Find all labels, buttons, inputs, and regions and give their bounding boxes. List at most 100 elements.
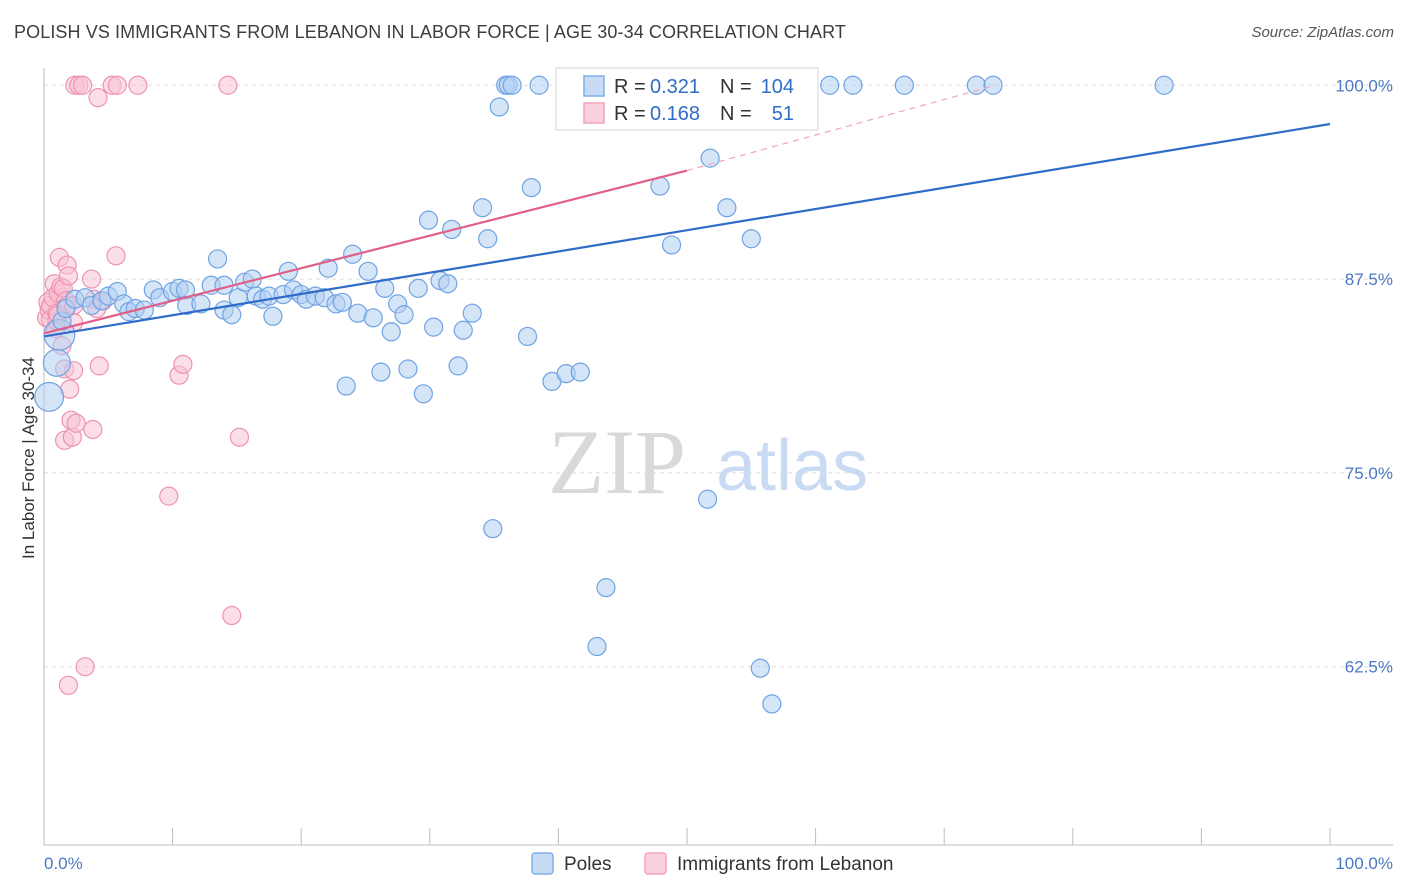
- pole-point: [208, 249, 228, 269]
- pole-point: [453, 320, 473, 340]
- pole-point: [363, 308, 383, 328]
- lebanon-point: [222, 605, 242, 626]
- pole-point: [438, 274, 458, 294]
- lebanon-point: [58, 266, 79, 286]
- legend-swatch-lebanon: [583, 102, 605, 124]
- pole-point: [408, 278, 428, 298]
- pole-point: [448, 356, 468, 376]
- lebanon-point: [72, 75, 93, 95]
- pole-point: [983, 75, 1003, 95]
- legend-n-label-lebanon: N =: [720, 103, 752, 125]
- watermark-atlas: atlas: [716, 426, 868, 506]
- pole-point: [222, 305, 242, 325]
- y-tick-labels: 62.5% 75.0% 87.5% 100.0%: [1335, 76, 1393, 676]
- y-tick-label: 75.0%: [1345, 464, 1393, 483]
- pole-point: [700, 148, 720, 168]
- pole-point: [318, 258, 338, 278]
- pole-point: [587, 636, 607, 657]
- pole-point: [843, 75, 863, 95]
- watermark-zip: ZIP: [548, 411, 686, 513]
- lebanon-point: [106, 246, 126, 266]
- pole-point: [570, 362, 590, 382]
- lebanon-point: [81, 269, 102, 289]
- pole-point: [750, 658, 770, 678]
- pole-point: [489, 97, 509, 117]
- pole-point: [42, 348, 71, 377]
- legend-r-label-poles: R =: [614, 76, 646, 98]
- pole-point: [1154, 75, 1174, 95]
- pole-point: [34, 381, 65, 412]
- series-lebanon-points: [36, 75, 250, 695]
- pole-point: [820, 75, 840, 95]
- lebanon-point: [83, 419, 103, 440]
- pole-point: [529, 75, 549, 95]
- lebanon-point: [159, 486, 179, 506]
- legend-r-value-lebanon: 0.168: [650, 103, 700, 125]
- legend-swatch-poles: [583, 75, 605, 97]
- series-legend: Poles Immigrants from Lebanon: [531, 852, 894, 875]
- pole-point: [413, 384, 433, 404]
- legend-n-value-lebanon: 51: [772, 103, 794, 125]
- y-tick-label: 62.5%: [1345, 658, 1393, 677]
- x-tick-label-min: 0.0%: [44, 854, 83, 873]
- pole-point: [191, 294, 211, 314]
- lebanon-point: [173, 354, 193, 374]
- pole-point: [762, 694, 782, 714]
- pole-point: [697, 489, 718, 509]
- pole-point: [478, 229, 498, 249]
- lebanon-point: [66, 413, 86, 433]
- pole-point: [717, 198, 737, 218]
- pole-point: [398, 359, 418, 379]
- pole-point: [424, 317, 444, 337]
- pole-point: [462, 303, 482, 323]
- pole-point: [472, 198, 493, 218]
- y-axis-label: In Labor Force | Age 30-34: [19, 357, 38, 559]
- legend-n-value-poles: 104: [761, 76, 794, 98]
- legend-r-label-lebanon: R =: [614, 103, 646, 125]
- lebanon-point: [107, 75, 127, 95]
- lebanon-point: [128, 75, 148, 95]
- lebanon-point: [58, 675, 79, 695]
- legend-r-value-poles: 0.321: [650, 76, 700, 98]
- pole-point: [894, 75, 914, 95]
- bottom-legend-swatch-poles: [531, 852, 554, 875]
- pole-point: [521, 177, 541, 198]
- trend-lines: [43, 84, 1331, 338]
- lebanon-point: [75, 657, 95, 677]
- pole-point: [517, 326, 538, 347]
- pole-point: [336, 376, 356, 396]
- pole-point: [596, 578, 616, 598]
- stats-legend: R = 0.321 N = 104 R = 0.168 N = 51: [555, 67, 819, 131]
- lebanon-point: [229, 427, 250, 447]
- pole-point: [661, 235, 682, 255]
- bottom-legend-swatch-lebanon: [644, 852, 667, 875]
- chart-title: POLISH VS IMMIGRANTS FROM LEBANON IN LAB…: [14, 22, 846, 42]
- trend-line-poles: [43, 122, 1331, 338]
- bottom-legend-label-lebanon: Immigrants from Lebanon: [677, 854, 894, 875]
- pole-point: [483, 519, 503, 539]
- grid: [44, 84, 1393, 668]
- trend-line-lebanon: [43, 169, 688, 335]
- lebanon-point: [88, 88, 108, 108]
- pole-point: [966, 75, 986, 95]
- pole-point: [502, 75, 522, 95]
- legend-n-label-poles: N =: [720, 76, 752, 98]
- pole-point: [418, 210, 439, 230]
- series-poles-points: [34, 75, 1174, 714]
- axes: [43, 68, 1393, 846]
- pole-point: [371, 362, 391, 382]
- pole-point: [394, 305, 414, 325]
- pole-point: [332, 292, 352, 312]
- bottom-legend-label-poles: Poles: [564, 854, 612, 875]
- lebanon-point: [89, 356, 109, 376]
- y-tick-label: 87.5%: [1345, 270, 1393, 289]
- x-tick-label-max: 100.0%: [1335, 854, 1393, 873]
- lebanon-point: [218, 75, 238, 95]
- source-label: Source: ZipAtlas.com: [1251, 24, 1394, 41]
- pole-point: [741, 229, 761, 249]
- pole-point: [358, 261, 378, 281]
- trend-line-lebanon-extension: [686, 84, 996, 172]
- pole-point: [381, 322, 401, 342]
- pole-point: [263, 306, 283, 326]
